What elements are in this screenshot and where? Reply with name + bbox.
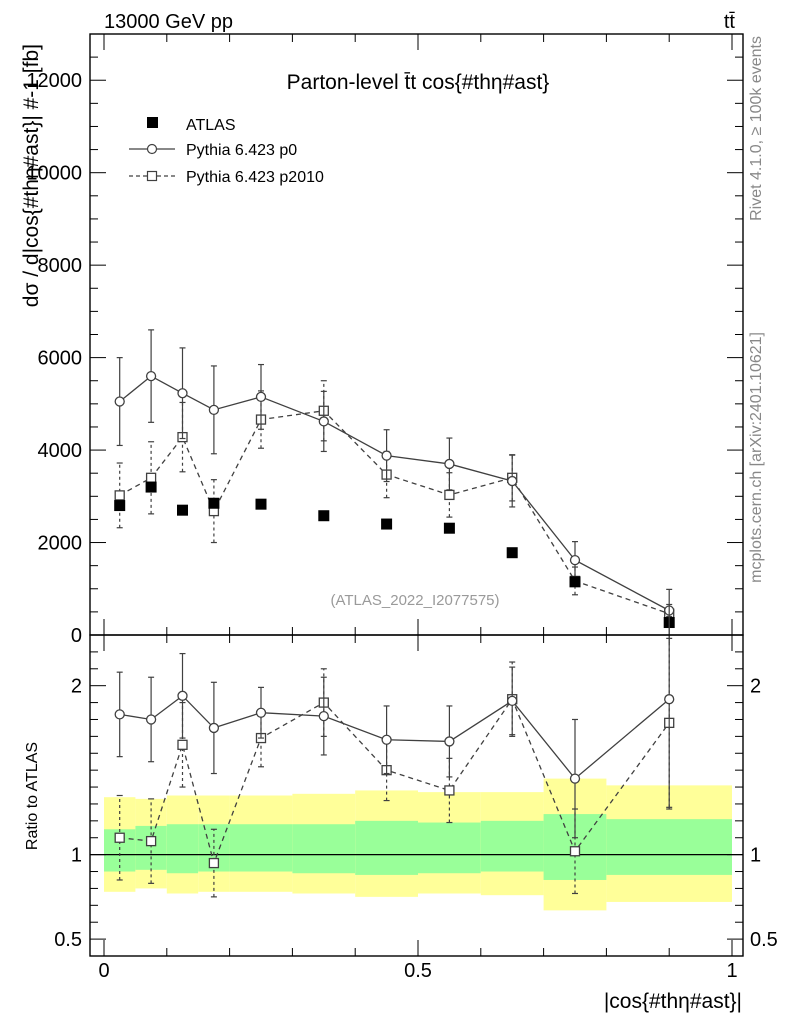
- p0-point: [177, 388, 188, 399]
- ratio-y-tick-label: 2: [71, 676, 82, 698]
- p2010-ratio-point: [177, 739, 188, 750]
- p2010-point: [114, 490, 125, 501]
- ratio-panel: 0.5 0.5 1 1 2 2 Ratio to ATLAS: [24, 588, 778, 957]
- atlas-point: [255, 498, 267, 510]
- main-panel: 0 2000 4000 6000 8000 10000 12000 Parton-level…: [20, 33, 744, 647]
- atlas-point: [177, 504, 188, 516]
- p2010-point: [145, 472, 157, 483]
- p0-point: [318, 416, 329, 427]
- ratio-y-axis-label: Ratio to ATLAS: [24, 742, 41, 850]
- p0-ratio-point: [507, 695, 518, 707]
- x-tick-label: 1: [726, 960, 737, 982]
- p0-point: [381, 450, 392, 461]
- ratio-y-tick-label: 1: [71, 845, 82, 867]
- p0-ratio-point: [255, 707, 267, 718]
- atlas-point: [208, 497, 220, 509]
- p2010-line: [119, 410, 670, 615]
- legend-atlas-marker: [147, 117, 158, 128]
- p2010-point: [444, 489, 455, 501]
- y-tick-label: 8000: [38, 255, 83, 277]
- p2010-ratio-point: [444, 785, 455, 796]
- ratio-band-inner: [166, 824, 199, 874]
- y-tick-label: 12000: [26, 70, 82, 92]
- analysis-id: (ATLAS_2022_I2077575): [330, 592, 499, 609]
- p0-ratio-line: [119, 694, 670, 780]
- atlas-point: [443, 522, 455, 534]
- y-tick-label: 6000: [38, 348, 83, 370]
- energy-label: 13000 GeV pp: [104, 11, 233, 33]
- legend-p2010-label: Pythia 6.423 p2010: [186, 169, 324, 186]
- atlas-point: [506, 547, 518, 559]
- y-tick-label: 4000: [38, 440, 83, 462]
- p2010-ratio-point: [145, 835, 157, 847]
- ratio-y-tick-label-right: 2: [750, 676, 761, 698]
- p2010-ratio-point: [114, 832, 125, 843]
- atlas-point: [145, 481, 157, 493]
- ratio-band-inner: [229, 824, 293, 872]
- y-tick-label: 0: [71, 625, 82, 647]
- legend-p2010-marker: [146, 170, 158, 182]
- ratio-band-inner: [606, 819, 732, 875]
- ratio-y-tick-label: 0.5: [54, 929, 82, 951]
- p2010-ratio-point: [569, 846, 581, 857]
- p0-ratio-point: [114, 709, 125, 720]
- legend-p0-marker: [146, 143, 158, 155]
- p0-point: [444, 458, 455, 470]
- p2010-ratio-point: [208, 857, 220, 869]
- p0-point: [255, 391, 267, 403]
- ratio-frame: [89, 634, 744, 957]
- chart-title: Parton-level t̄t cos{#thη#ast}: [287, 71, 550, 94]
- p0-ratio-point: [145, 714, 157, 725]
- atlas-point: [114, 500, 126, 512]
- p0-ratio-point: [444, 736, 455, 747]
- p0-ratio-point: [177, 690, 188, 701]
- ratio-band-inner: [480, 820, 544, 872]
- p0-point: [114, 396, 125, 407]
- ratio-y-tick-label-right: 1: [750, 845, 761, 867]
- ratio-band-inner: [355, 820, 418, 875]
- p0-ratio-point: [318, 710, 329, 722]
- p0-point: [507, 475, 518, 487]
- mcplots-label: mcplots.cern.ch [arXiv:2401.10621]: [748, 332, 765, 583]
- y-tick-label: 2000: [38, 533, 83, 555]
- atlas-point: [318, 510, 330, 522]
- legend-atlas-label: ATLAS: [186, 117, 236, 134]
- rivet-label: Rivet 4.1.0, ≥ 100k events: [748, 36, 765, 221]
- p0-line: [119, 375, 670, 612]
- process-label: tt̄: [724, 11, 736, 33]
- x-tick-label: 0.5: [404, 960, 432, 982]
- ratio-y-tick-label-right: 0.5: [750, 929, 778, 951]
- atlas-point: [569, 576, 581, 588]
- p0-ratio-point: [381, 734, 392, 745]
- legend: ATLAS Pythia 6.423 p0 Pythia 6.423 p2010: [129, 117, 324, 186]
- y-axis-label: dσ / d|cos{#thη#ast}| #-1 [fb]: [20, 44, 43, 307]
- p0-point: [145, 370, 157, 382]
- legend-p0-label: Pythia 6.423 p0: [186, 142, 297, 159]
- y-tick-label: 10000: [26, 163, 82, 185]
- x-tick-label: 0: [98, 960, 109, 982]
- atlas-point: [381, 518, 393, 530]
- ratio-band-inner: [418, 822, 481, 874]
- ratio-band-inner: [292, 824, 356, 874]
- p0-ratio-point: [664, 694, 675, 705]
- p0-ratio-point: [208, 722, 220, 734]
- p0-point: [569, 554, 581, 566]
- p0-ratio-point: [569, 773, 581, 784]
- p0-point: [208, 404, 220, 416]
- x-axis-label: |cos{#thη#ast}|: [604, 990, 742, 1013]
